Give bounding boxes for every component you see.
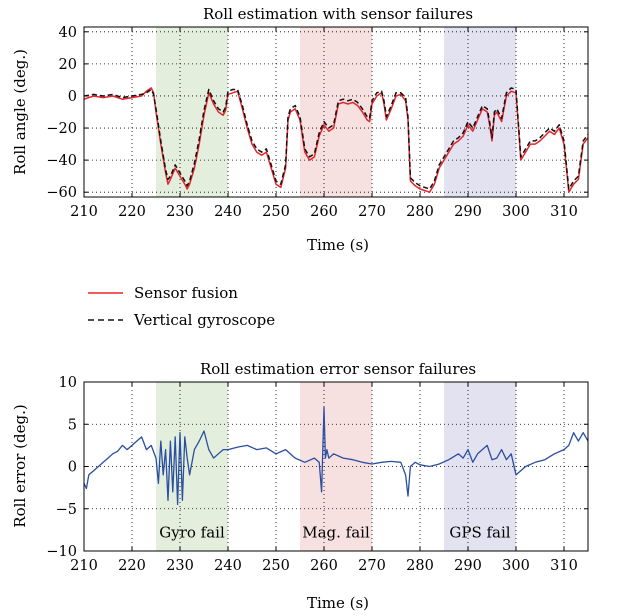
failure-band-0 — [156, 27, 228, 197]
x-tick-label: 250 — [262, 204, 290, 220]
y-tick-label: 5 — [68, 417, 77, 433]
x-tick-label: 230 — [166, 204, 194, 220]
series-line-sensor-fusion — [84, 406, 588, 506]
x-axis-label: Time (s) — [307, 236, 369, 254]
plot-frame — [83, 26, 589, 198]
x-tick-label: 260 — [310, 204, 338, 220]
failure-band-2 — [444, 27, 516, 197]
x-tick-label: 270 — [358, 204, 386, 220]
failure-annotation: GPS fail — [449, 523, 510, 541]
x-tick-label: 250 — [262, 558, 290, 574]
y-axis-label: Roll angle (deg.) — [11, 49, 29, 175]
failure-annotation: Gyro fail — [159, 523, 225, 541]
y-tick-label: 40 — [59, 25, 77, 41]
y-tick-label: −60 — [46, 185, 77, 201]
x-tick-label: 230 — [166, 558, 194, 574]
series-lines — [84, 406, 588, 506]
x-tick-label: 280 — [406, 204, 434, 220]
legend-label-sensor-fusion: Sensor fusion — [134, 284, 238, 302]
x-tick-label: 260 — [310, 558, 338, 574]
series-line-vertical-gyroscope — [84, 87, 588, 190]
x-tick-label: 310 — [550, 558, 578, 574]
x-tick-label: 220 — [118, 558, 146, 574]
failure-annotation: Mag. fail — [302, 523, 370, 541]
y-tick-label: 0 — [68, 460, 77, 476]
axis-ticks: 210 220 230 240 250 260 270 280 290 300 310 40 20 0 −2… — [46, 25, 588, 220]
x-tick-label: 240 — [214, 204, 242, 220]
roll-error-chart: 210 220 230 240 250 260 270 280 290 300 310 10 5 0 −5 −… — [11, 360, 589, 612]
x-tick-label: 270 — [358, 558, 386, 574]
x-tick-label: 280 — [406, 558, 434, 574]
y-tick-label: −40 — [46, 153, 77, 169]
chart-title: Roll estimation with sensor failures — [203, 5, 473, 23]
x-tick-label: 210 — [70, 204, 98, 220]
y-tick-label: −10 — [46, 544, 77, 560]
legend-item-vertical-gyroscope: Vertical gyroscope — [88, 311, 275, 329]
failure-annotations: Gyro fail Mag. fail GPS fail — [159, 523, 511, 541]
series-line-sensor-fusion — [84, 87, 588, 193]
axis-ticks: 210 220 230 240 250 260 270 280 290 300 310 10 5 0 −5 −… — [46, 375, 588, 574]
y-tick-label: −5 — [56, 502, 77, 518]
x-tick-label: 300 — [502, 204, 530, 220]
y-tick-label: 0 — [68, 89, 77, 105]
legend-label-vertical-gyroscope: Vertical gyroscope — [133, 311, 275, 329]
x-axis-label: Time (s) — [307, 594, 369, 612]
chart-title: Roll estimation error sensor failures — [200, 360, 476, 378]
roll-angle-chart: 210 220 230 240 250 260 270 280 290 300 310 40 20 0 −2… — [11, 5, 589, 254]
series-lines — [84, 87, 588, 193]
legend: Sensor fusion Vertical gyroscope — [88, 284, 275, 329]
x-tick-label: 290 — [454, 204, 482, 220]
x-tick-label: 210 — [70, 558, 98, 574]
grid-lines — [84, 27, 588, 197]
y-axis-label: Roll error (deg.) — [11, 404, 29, 527]
x-tick-label: 300 — [502, 558, 530, 574]
x-tick-label: 310 — [550, 204, 578, 220]
y-tick-label: 10 — [59, 375, 77, 391]
y-tick-label: −20 — [46, 121, 77, 137]
x-tick-label: 290 — [454, 558, 482, 574]
y-tick-label: 20 — [59, 57, 77, 73]
x-tick-label: 220 — [118, 204, 146, 220]
x-tick-label: 240 — [214, 558, 242, 574]
legend-item-sensor-fusion: Sensor fusion — [88, 284, 238, 302]
